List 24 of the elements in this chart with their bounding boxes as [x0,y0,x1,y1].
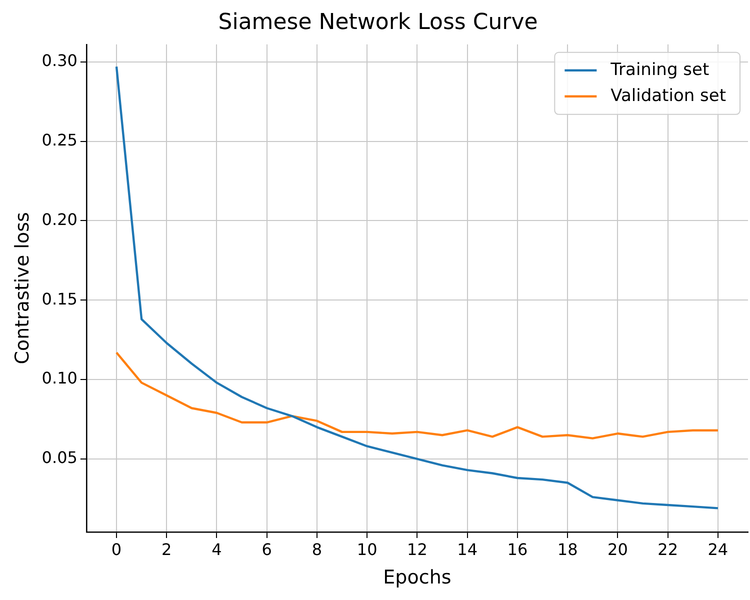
x-tick-label: 4 [212,540,222,559]
x-axis-title: Epochs [383,566,452,589]
x-tick-label: 24 [708,540,728,559]
y-axis-title: Contrastive loss [11,212,34,364]
x-tick-label: 2 [162,540,172,559]
y-tick-label: 0.20 [42,210,78,229]
y-tick-label: 0.25 [42,130,78,150]
x-tick-label: 6 [262,540,272,559]
y-tick-label: 0.30 [42,51,78,70]
y-tick-label: 0.15 [42,289,78,308]
x-tick-label: 22 [658,540,678,559]
x-tick-label: 18 [557,540,578,559]
x-tick-label: 8 [312,540,322,559]
x-tick-label: 20 [608,540,628,559]
legend-label: Training set [610,60,710,80]
chart-title: Siamese Network Loss Curve [218,10,538,35]
x-tick-label: 0 [111,540,122,559]
x-tick-label: 16 [507,540,528,559]
legend-label: Validation set [610,86,726,106]
x-tick-label: 10 [356,540,378,559]
y-tick-label: 0.05 [42,448,78,468]
x-tick-label: 12 [407,540,428,559]
y-tick-label: 0.10 [42,368,78,388]
x-tick-label: 14 [457,540,478,559]
